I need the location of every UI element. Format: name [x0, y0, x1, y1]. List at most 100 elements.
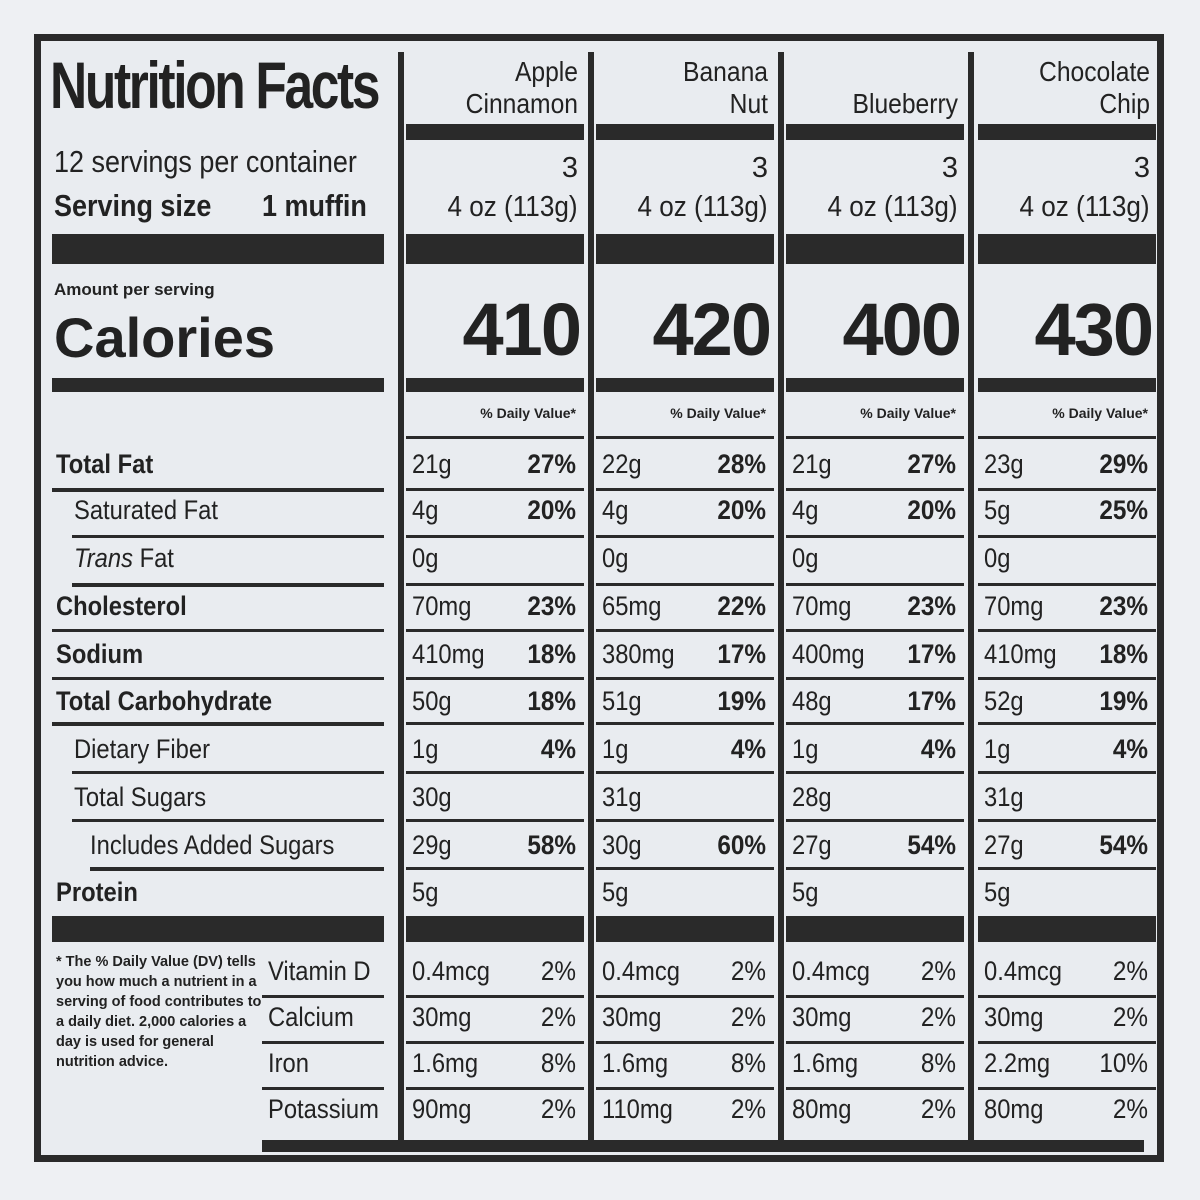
nutrient-label: Trans Fat	[74, 545, 174, 572]
product-name-line: Cinnamon	[465, 88, 578, 119]
vitamin-amount: 30mg	[412, 1002, 472, 1032]
nutrient-amount: 4g	[602, 495, 629, 525]
daily-value-percent: 18%	[527, 639, 576, 669]
row-separator	[786, 771, 964, 774]
nutrient-label: Protein	[56, 877, 138, 907]
column-bar	[596, 378, 774, 392]
nutrient-amount: 22g	[602, 449, 642, 479]
row-separator	[786, 488, 964, 491]
calories-value: 430	[1034, 288, 1154, 371]
nutrient-amount: 50g	[412, 686, 452, 716]
vitamin-daily-value: 2%	[730, 1094, 766, 1124]
column-bar	[786, 916, 964, 942]
product-name: Blueberry	[801, 56, 958, 120]
row-separator	[978, 819, 1156, 822]
daily-value-percent: 54%	[1099, 830, 1148, 860]
daily-value-percent: 19%	[1099, 686, 1148, 716]
column-divider	[398, 52, 404, 1142]
row-separator	[72, 819, 384, 822]
row-separator	[786, 535, 964, 538]
nutrient-amount: 21g	[412, 449, 452, 479]
row-separator	[786, 583, 964, 586]
vitamin-daily-value: 2%	[730, 956, 766, 986]
nutrient-label: Total Sugars	[74, 782, 207, 812]
daily-value-header: % Daily Value*	[670, 405, 766, 421]
nutrient-amount: 1g	[984, 734, 1011, 764]
row-separator	[596, 771, 774, 774]
column-bar	[978, 378, 1156, 392]
vitamin-amount: 1.6mg	[412, 1048, 479, 1078]
daily-value-percent: 4%	[730, 734, 766, 764]
nutrient-amount: 5g	[984, 877, 1011, 907]
vitamin-daily-value: 8%	[540, 1048, 576, 1078]
nutrient-amount: 70mg	[792, 591, 852, 621]
nutrient-amount: 27g	[792, 830, 832, 860]
daily-value-percent: 22%	[717, 591, 766, 621]
vitamin-separator	[262, 995, 384, 998]
row-separator	[596, 436, 774, 439]
nutrient-amount: 5g	[792, 877, 819, 907]
row-separator	[978, 867, 1156, 870]
vitamin-daily-value: 2%	[920, 1094, 956, 1124]
vitamin-amount: 0.4mcg	[792, 956, 870, 986]
vitamin-daily-value: 2%	[1112, 1002, 1148, 1032]
row-separator	[786, 722, 964, 725]
vitamin-separator	[262, 1041, 384, 1044]
nutrient-amount: 48g	[792, 686, 832, 716]
vitamin-separator	[786, 1087, 964, 1090]
product-column: Chocolate Chip 3 4 oz (113g) 430 % Daily Valu…	[978, 0, 1156, 1200]
vitamin-amount: 1.6mg	[792, 1048, 859, 1078]
nutrient-amount: 29g	[412, 830, 452, 860]
column-bar	[786, 378, 964, 392]
nutrient-amount: 28g	[792, 782, 832, 812]
nutrient-amount: 5g	[412, 877, 439, 907]
row-separator	[596, 535, 774, 538]
row-separator	[406, 488, 584, 491]
calories-value: 420	[652, 288, 772, 371]
vitamin-daily-value: 10%	[1099, 1048, 1148, 1078]
calories-value: 410	[462, 288, 582, 371]
nutrient-amount: 380mg	[602, 639, 675, 669]
nutrient-amount: 1g	[792, 734, 819, 764]
row-separator	[52, 488, 384, 492]
vitamin-amount: 0.4mcg	[984, 956, 1062, 986]
serving-size-value: 1 muffin	[262, 188, 367, 223]
calories-value: 400	[842, 288, 962, 371]
daily-value-percent: 17%	[907, 686, 956, 716]
product-name: Chocolate Chip	[993, 56, 1150, 120]
row-separator	[406, 722, 584, 725]
vitamin-separator	[978, 1041, 1156, 1044]
row-separator	[596, 867, 774, 870]
product-name-line: Apple	[514, 56, 578, 87]
vitamin-amount: 90mg	[412, 1094, 472, 1124]
daily-value-footnote: * The % Daily Value (DV) tells you how m…	[56, 954, 262, 1070]
vitamin-amount: 0.4mcg	[412, 956, 490, 986]
daily-value-percent: 4%	[1112, 734, 1148, 764]
row-separator	[786, 819, 964, 822]
vitamin-amount: 30mg	[602, 1002, 662, 1032]
vitamin-amount: 2.2mg	[984, 1048, 1051, 1078]
vitamin-daily-value: 2%	[920, 1002, 956, 1032]
row-separator	[406, 819, 584, 822]
column-bar	[596, 234, 774, 264]
daily-value-percent: 23%	[527, 591, 576, 621]
daily-value-percent: 17%	[717, 639, 766, 669]
vitamin-amount: 80mg	[792, 1094, 852, 1124]
vitamin-label: Calcium	[268, 1002, 354, 1032]
vitamin-separator	[406, 1087, 584, 1090]
daily-value-percent: 58%	[527, 830, 576, 860]
vitamin-amount: 80mg	[984, 1094, 1044, 1124]
vitamin-separator	[596, 1087, 774, 1090]
nutrient-amount: 1g	[602, 734, 629, 764]
row-separator	[596, 677, 774, 680]
row-separator	[596, 819, 774, 822]
daily-value-percent: 23%	[907, 591, 956, 621]
nutrient-amount: 0g	[602, 543, 629, 573]
row-separator	[978, 436, 1156, 439]
vitamin-separator	[786, 995, 964, 998]
serving-size: 4 oz (113g)	[1019, 191, 1150, 223]
nutrient-label-italic: Trans	[74, 543, 133, 573]
amount-per-serving: Amount per serving	[54, 280, 215, 299]
serving-size: 4 oz (113g)	[827, 191, 958, 223]
product-column: Blueberry 3 4 oz (113g) 400 % Daily Value* 21…	[786, 0, 964, 1200]
